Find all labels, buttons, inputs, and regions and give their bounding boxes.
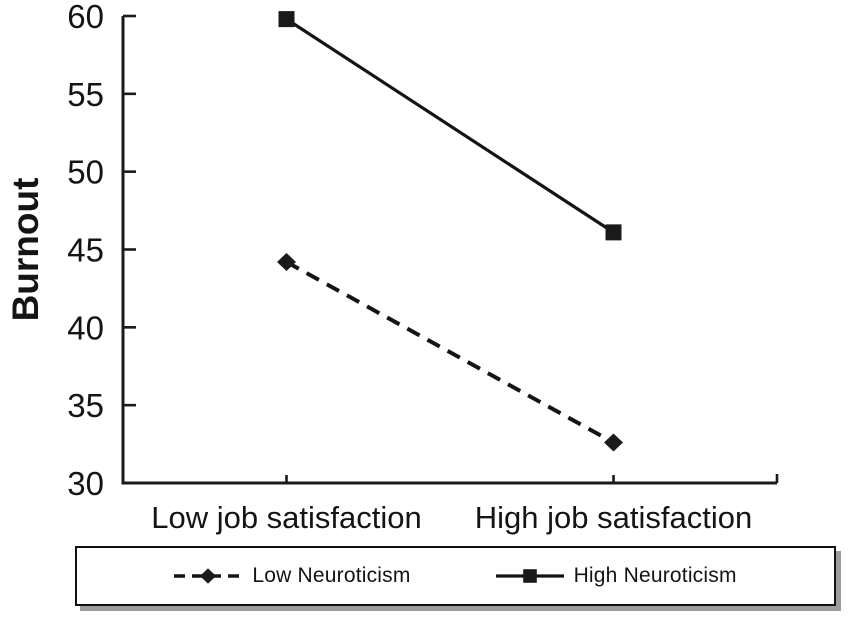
y-tick-label: 35: [67, 387, 104, 424]
y-tick-label: 45: [67, 232, 104, 269]
series-line-high-neuroticism: [285, 17, 615, 234]
square-marker: [605, 224, 622, 241]
y-tick-label: 30: [67, 465, 104, 502]
y-tick-label: 60: [67, 0, 104, 35]
diamond-marker: [200, 568, 217, 584]
square-marker: [278, 11, 295, 28]
y-tick-label: 40: [67, 309, 104, 346]
legend-entry-high-neuroticism: High Neuroticism: [495, 564, 737, 588]
x-tick-label: Low job satisfaction: [151, 500, 422, 535]
axis-lines: [121, 16, 777, 485]
legend-label-high-neuroticism: High Neuroticism: [573, 564, 737, 587]
chart-legend: Low Neuroticism High Neuroticism: [75, 546, 836, 606]
y-axis-title: Burnout: [5, 178, 46, 322]
legend-label-low-neuroticism: Low Neuroticism: [252, 564, 411, 587]
y-tick-label: 55: [67, 76, 104, 113]
square-marker: [522, 569, 537, 583]
legend-sample-solid-square-icon: [495, 569, 564, 583]
diamond-marker: [604, 433, 623, 452]
legend-sample-dashed-diamond-icon: [174, 568, 243, 584]
legend-entry-low-neuroticism: Low Neuroticism: [174, 564, 410, 588]
diamond-marker: [277, 252, 296, 271]
line-chart: 30 35 40 45 50 55 60 Low job satisfaction High j…: [5, 0, 779, 535]
series-line-low-neuroticism: [285, 260, 615, 445]
y-tick-label: 50: [67, 154, 104, 191]
x-tick-label: High job satisfaction: [475, 500, 752, 535]
